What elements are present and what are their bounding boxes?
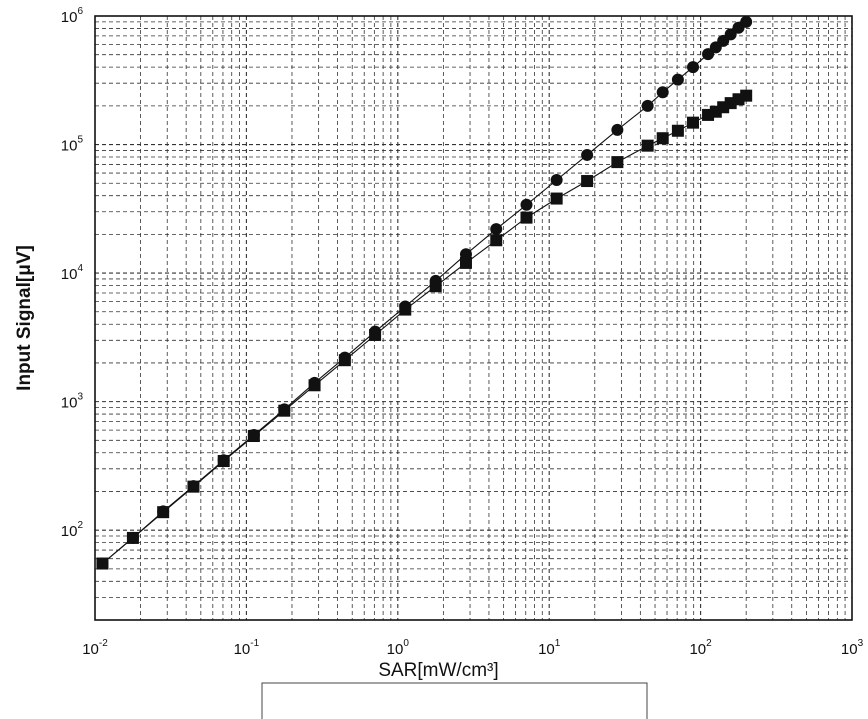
data-point-square — [671, 124, 684, 137]
data-point-square — [611, 156, 624, 169]
data-point-square — [369, 328, 382, 341]
data-point-circle — [520, 198, 533, 211]
x-tick-label: 10-1 — [234, 638, 260, 658]
data-point-square — [126, 531, 139, 544]
data-point-circle — [687, 61, 700, 74]
data-point-circle — [641, 99, 654, 112]
data-point-square — [399, 303, 412, 316]
y-tick-label: 106 — [61, 6, 84, 26]
data-point-square — [278, 404, 291, 417]
x-tick-label: 101 — [538, 638, 561, 658]
x-tick-label: 102 — [689, 638, 712, 658]
data-point-circle — [581, 148, 594, 161]
y-tick-label: 102 — [61, 520, 84, 540]
data-point-square — [641, 139, 654, 152]
x-tick-label: 10-2 — [82, 638, 108, 658]
x-tick-label: 100 — [387, 638, 410, 658]
data-point-square — [520, 211, 533, 224]
y-axis-title: Input Signal[μV] — [14, 245, 35, 391]
data-point-square — [308, 379, 321, 392]
data-point-circle — [671, 73, 684, 86]
data-point-square — [338, 354, 351, 367]
data-point-circle — [490, 223, 503, 236]
data-point-square — [581, 175, 594, 188]
data-point-square — [187, 480, 200, 493]
data-point-square — [656, 132, 669, 145]
data-point-circle — [724, 28, 737, 41]
data-point-square — [247, 430, 260, 443]
data-point-circle — [550, 173, 563, 186]
data-point-square — [96, 557, 109, 570]
tick-labels: 10-2 10-1 100 101 102 103 102 103 104 105 106 — [61, 6, 864, 658]
data-point-circle — [702, 48, 715, 61]
y-tick-label: 104 — [61, 263, 84, 283]
y-tick-label: 105 — [61, 135, 84, 155]
data-point-square — [459, 256, 472, 269]
data-point-circle — [611, 123, 624, 136]
x-tick-label: 103 — [841, 638, 864, 658]
grid — [95, 16, 852, 620]
data-point-square — [740, 89, 753, 102]
y-tick-label: 103 — [61, 392, 84, 412]
data-point-square — [490, 234, 503, 247]
plot-area — [94, 15, 853, 621]
data-point-square — [217, 455, 230, 468]
series-layer — [96, 15, 753, 570]
data-point-square — [429, 280, 442, 293]
x-axis-title: SAR[mW/cm³] — [378, 660, 498, 681]
series-2-square — [96, 89, 753, 570]
legend-box — [261, 682, 648, 719]
series-line — [102, 95, 747, 564]
data-point-square — [157, 506, 170, 519]
data-point-square — [687, 116, 700, 129]
data-point-circle — [656, 86, 669, 99]
data-point-square — [550, 192, 563, 205]
data-point-circle — [740, 15, 753, 28]
